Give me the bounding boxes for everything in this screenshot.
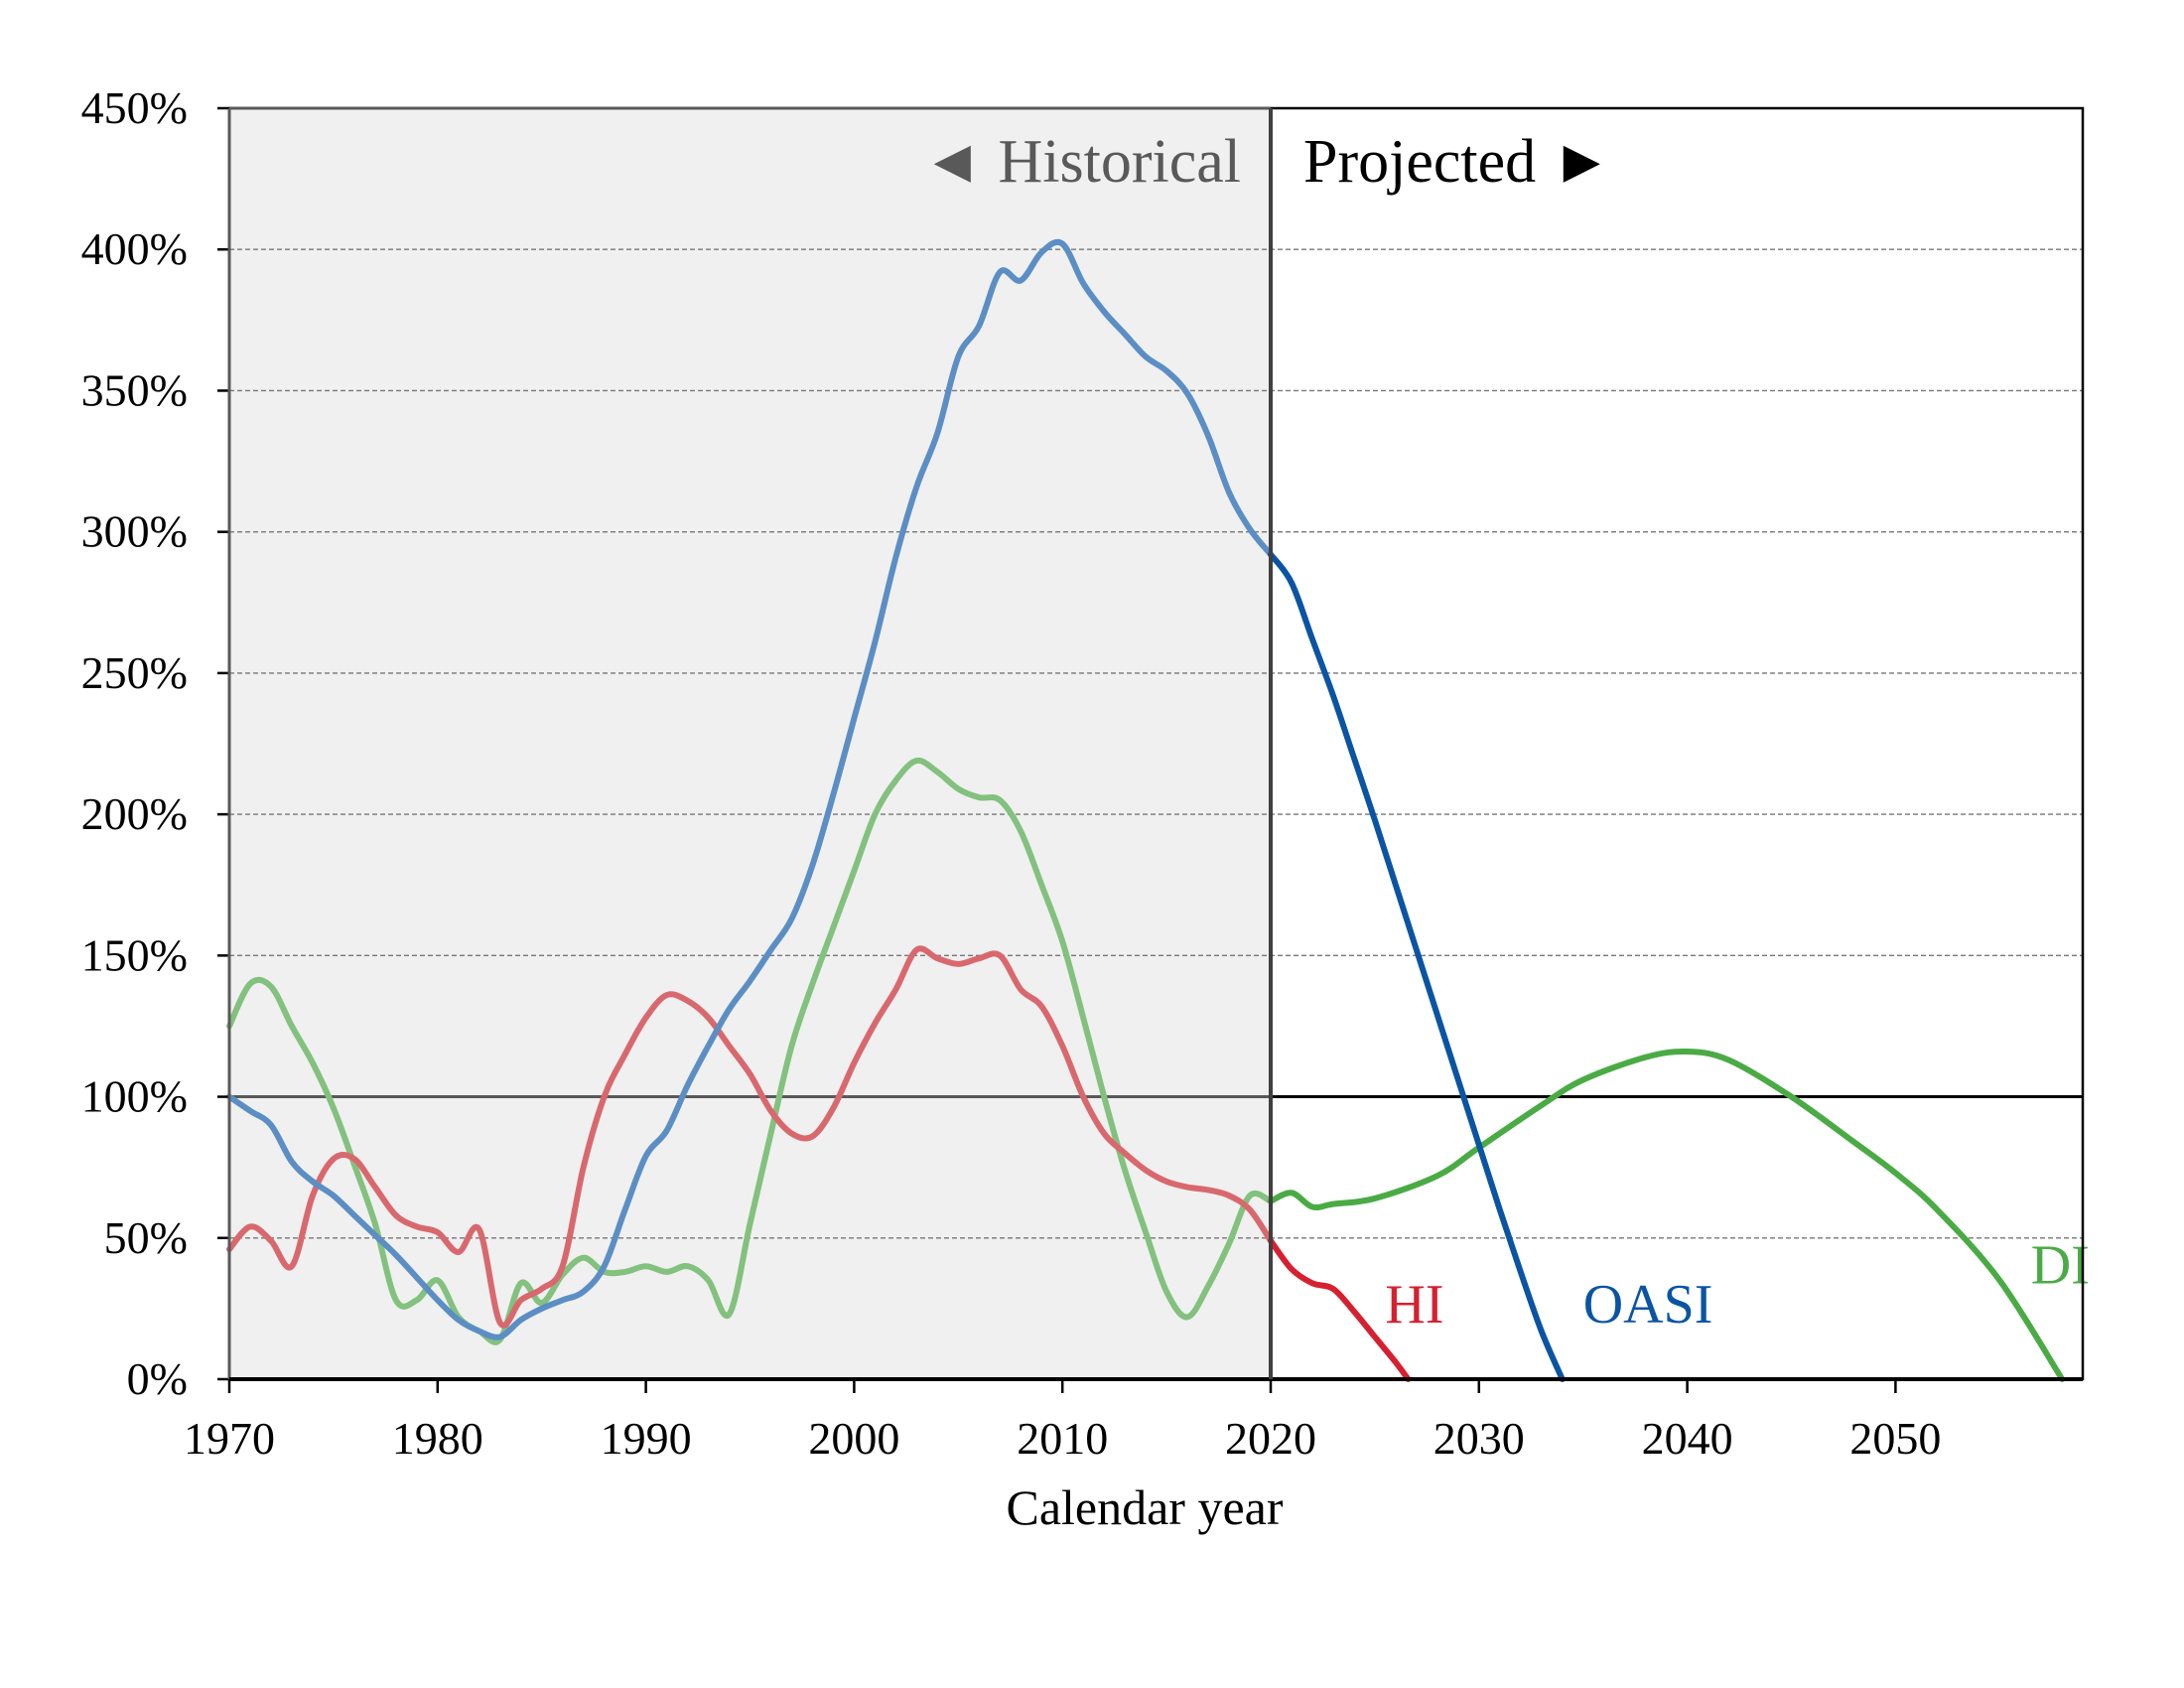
- oasi-projected-line: [1268, 551, 1566, 1382]
- y-tick-label: 0%: [127, 1353, 188, 1404]
- x-tick-label: 2010: [1017, 1413, 1108, 1464]
- axes: 0% 50% 100% 150% 200% 250% 300% 350% 400% 450% 197…: [81, 82, 2085, 1464]
- hi-projected-line: [1268, 1237, 1412, 1382]
- oasi-historical-line: [226, 238, 1274, 1340]
- x-axis-label: Calendar year: [1006, 1479, 1283, 1535]
- y-tick-label: 350%: [81, 364, 188, 415]
- x-tick-label: 1990: [601, 1413, 692, 1464]
- x-tick-label: 1970: [184, 1413, 275, 1464]
- series-lines: DI HI OASI: [226, 238, 2090, 1382]
- y-tick-label: 100%: [81, 1071, 188, 1122]
- di-projected-line: [1268, 1048, 2066, 1382]
- y-tick-label: 200%: [81, 788, 188, 839]
- x-tick-label: 1980: [392, 1413, 483, 1464]
- y-tick-label: 250%: [81, 647, 188, 698]
- historical-background: [229, 108, 1271, 1379]
- x-tick-label: 2040: [1642, 1413, 1733, 1464]
- x-tick-label: 2000: [808, 1413, 899, 1464]
- y-tick-label: 450%: [81, 82, 188, 133]
- hi-historical-line: [226, 945, 1274, 1329]
- y-tick-label: 300%: [81, 506, 188, 557]
- x-tick-label: 2030: [1433, 1413, 1525, 1464]
- x-tick-label: 2020: [1225, 1413, 1316, 1464]
- projected-annotation: Projected ►: [1303, 128, 1612, 196]
- y-tick-label: 150%: [81, 929, 188, 980]
- oasi-series-label: OASI: [1583, 1274, 1713, 1336]
- historical-annotation: ◄ Historical: [922, 128, 1241, 196]
- y-tick-label: 400%: [81, 223, 188, 274]
- di-series-label: DI: [2031, 1234, 2090, 1296]
- gridlines: [229, 248, 2083, 1239]
- di-historical-line: [226, 757, 1274, 1345]
- hi-series-label: HI: [1385, 1274, 1443, 1336]
- x-tick-label: 2050: [1849, 1413, 1941, 1464]
- y-tick-label: 50%: [104, 1212, 188, 1263]
